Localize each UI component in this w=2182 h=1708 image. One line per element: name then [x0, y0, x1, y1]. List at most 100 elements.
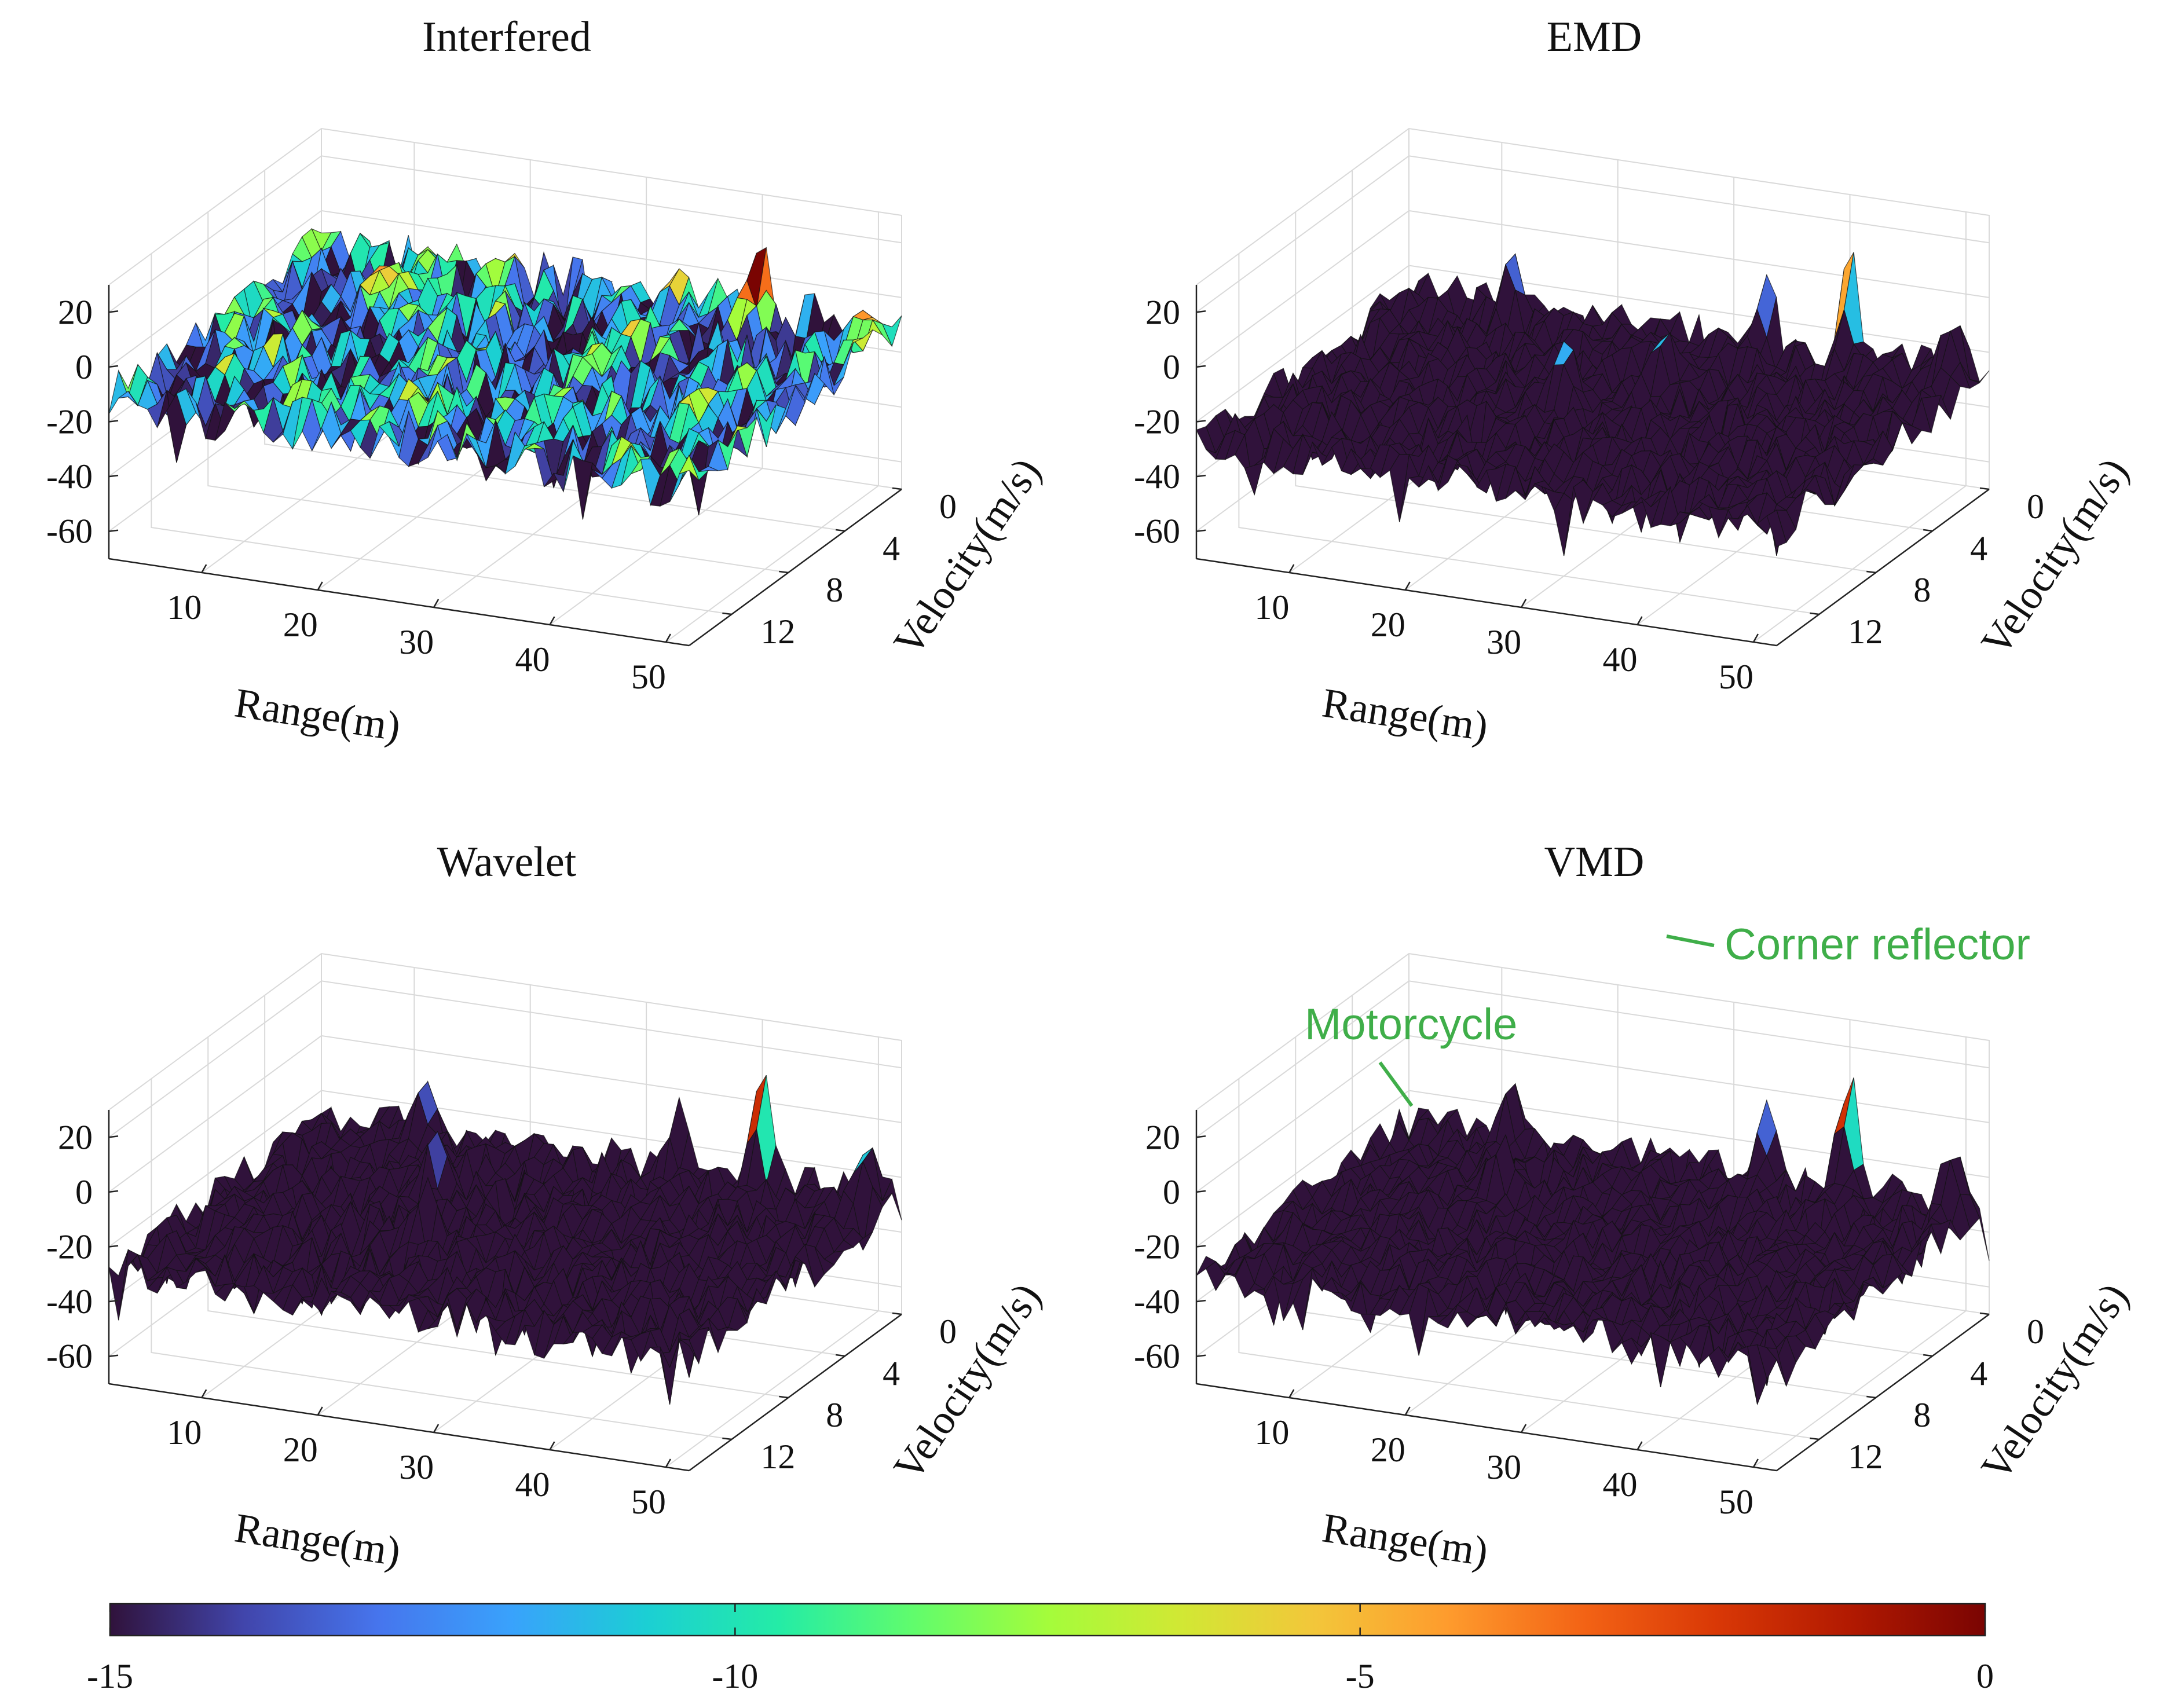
colorbar-tick-label: -5: [1346, 1657, 1375, 1695]
z-tick-label: -20: [1134, 1228, 1180, 1266]
y-tick-label: 12: [1848, 1438, 1883, 1476]
x-tick-label: 20: [1371, 606, 1405, 644]
z-tick-label: 0: [1163, 1173, 1180, 1211]
y-tick-label: 0: [2027, 488, 2044, 526]
colorbar: -15 -10 -5 0: [87, 1603, 1994, 1695]
panel-title: Wavelet: [437, 838, 577, 886]
y-tick-label: 12: [760, 1438, 795, 1476]
y-gridline: [207, 212, 789, 573]
panel-title: Interfered: [422, 13, 591, 61]
panel-title: VMD: [1544, 838, 1645, 886]
x-tick-label: 40: [1603, 640, 1638, 679]
z-gridline: [1196, 155, 1990, 313]
x-axis-label: Range(m): [232, 1504, 404, 1575]
x-tick-label: 40: [515, 640, 550, 679]
z-tick-label: 20: [1145, 1118, 1180, 1156]
x-tick-label: 50: [1719, 658, 1753, 696]
panel-wavelet: Wavelet 20 0 -20 -40 -60 10 20 30 40 50 0 4 8 12 Range(…: [46, 838, 1050, 1575]
colorbar-tick-label: -15: [87, 1657, 133, 1695]
z-tick-label: 20: [1145, 293, 1180, 331]
y-gridline: [1238, 1079, 1819, 1440]
x-tick-label: 10: [167, 588, 202, 626]
y-tick-label: 4: [883, 1354, 900, 1392]
x-axis-line: [108, 1383, 690, 1472]
y-tick-label: 4: [883, 529, 900, 567]
z-tick-label: 20: [58, 293, 93, 331]
x-axis-label: Range(m): [1319, 1504, 1491, 1575]
annotation-motorcycle: Motorcycle: [1305, 1000, 1517, 1107]
y-axis-label: Velocity(m/s): [1972, 450, 2137, 664]
x-axis-line: [1196, 1383, 1777, 1472]
z-tick-label: -60: [46, 1337, 93, 1376]
x-tick-label: 50: [1719, 1483, 1753, 1521]
y-axis-line: [689, 1313, 902, 1472]
z-tick-label: 0: [1163, 348, 1180, 386]
x-axis-label: Range(m): [1319, 679, 1491, 750]
colorbar-gradient: [109, 1603, 1986, 1637]
z-tick-label: -20: [46, 1228, 93, 1266]
y-tick-label: 8: [826, 571, 843, 609]
z-gridline: [108, 980, 902, 1138]
y-gridline: [1295, 212, 1876, 573]
annotation-leader-line: [1378, 1061, 1414, 1107]
annotation-corner-reflector: Corner reflector: [1666, 920, 2030, 969]
x-axis-line: [1196, 558, 1777, 647]
x-tick-label: 40: [1603, 1465, 1638, 1504]
x-tick-label: 20: [1371, 1431, 1405, 1469]
x-tick-label: 40: [515, 1465, 550, 1504]
y-axis-line: [1776, 488, 1990, 647]
surface: [108, 228, 902, 520]
y-axis-label: Velocity(m/s): [884, 450, 1049, 664]
panel-emd: EMD 20 0 -20 -40 -60 10 20 30 40 50 0 4 8 12 Range(m) Ve…: [1134, 13, 2137, 750]
z-tick-label: -40: [46, 457, 93, 496]
x-tick-label: 30: [1487, 623, 1521, 661]
y-axis-label: Velocity(m/s): [884, 1275, 1049, 1489]
x-tick-label: 20: [283, 606, 318, 644]
z-tick-label: -20: [46, 403, 93, 441]
x-tick-label: 30: [399, 623, 434, 661]
x-tick-label: 20: [283, 1431, 318, 1469]
x-tick-label: 10: [1254, 1413, 1289, 1452]
colorbar-tick-label: -10: [712, 1657, 758, 1695]
y-tick-label: 12: [760, 613, 795, 651]
panel-title: EMD: [1547, 13, 1642, 61]
y-tick-label: 8: [826, 1396, 843, 1434]
colorbar-tick-label: 0: [1976, 1657, 1994, 1695]
surface: [1196, 252, 1990, 556]
y-tick-label: 8: [1913, 571, 1931, 609]
annotation-text: Corner reflector: [1725, 920, 2030, 969]
z-tick-label: -60: [46, 512, 93, 551]
y-gridline: [151, 254, 732, 615]
y-tick-label: 0: [2027, 1313, 2044, 1351]
annotation-text: Motorcycle: [1305, 1000, 1517, 1049]
z-tick-label: 20: [58, 1118, 93, 1156]
panel-interfered: Interfered 20 0 -20 -40 -60 10 20 30 40 50 0 4 8 12 Ran…: [46, 13, 1050, 750]
z-tick-label: -40: [46, 1282, 93, 1321]
y-tick-label: 8: [1913, 1396, 1931, 1434]
z-tick-label: -20: [1134, 403, 1180, 441]
x-axis-label: Range(m): [232, 679, 404, 750]
x-tick-label: 50: [631, 1483, 666, 1521]
z-tick-label: -40: [1134, 457, 1180, 496]
y-axis-line: [1776, 1313, 1990, 1472]
x-tick-label: 10: [1254, 588, 1289, 626]
y-gridline: [1238, 254, 1819, 615]
x-tick-label: 30: [399, 1448, 434, 1486]
y-axis-label: Velocity(m/s): [1972, 1275, 2137, 1489]
y-tick-label: 4: [1970, 529, 1987, 567]
x-tick-label: 10: [167, 1413, 202, 1452]
x-tick-label: 30: [1487, 1448, 1521, 1486]
y-gridline: [207, 1037, 789, 1398]
y-tick-label: 0: [939, 488, 957, 526]
y-tick-label: 12: [1848, 613, 1883, 651]
z-tick-label: -60: [1134, 1337, 1180, 1376]
x-tick-label: 50: [631, 658, 666, 696]
surface: [1196, 1077, 1990, 1406]
annotation-leader-line: [1666, 934, 1715, 947]
z-tick-label: 0: [75, 1173, 93, 1211]
z-tick-label: -60: [1134, 512, 1180, 551]
x-axis-line: [108, 558, 690, 647]
z-tick-label: 0: [75, 348, 93, 386]
y-tick-label: 0: [939, 1313, 957, 1351]
